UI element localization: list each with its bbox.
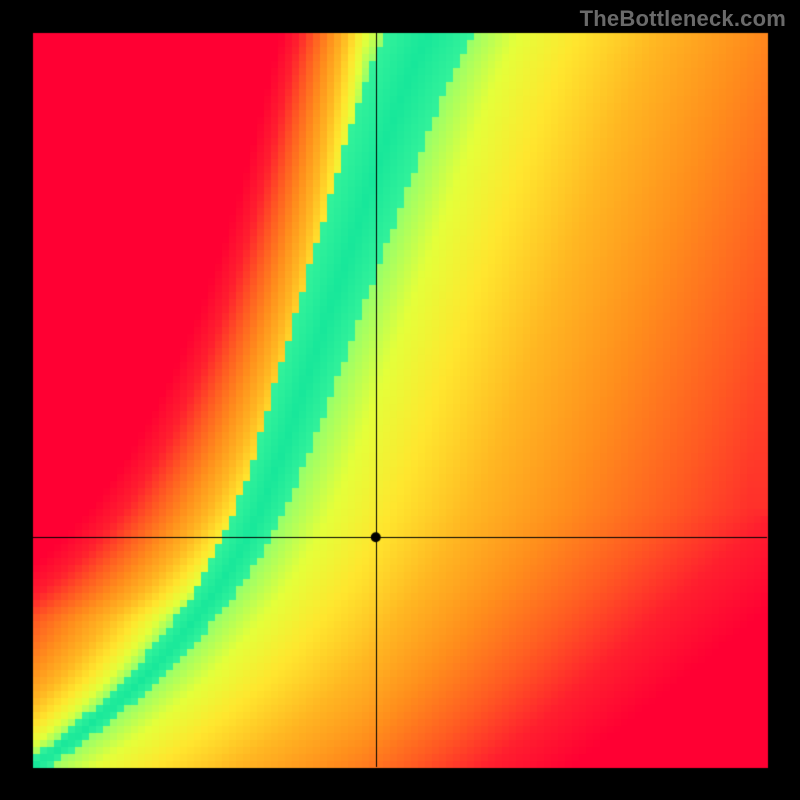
bottleneck-heatmap-canvas [0, 0, 800, 800]
watermark-text: TheBottleneck.com [580, 6, 786, 32]
bottleneck-heatmap-container: TheBottleneck.com [0, 0, 800, 800]
